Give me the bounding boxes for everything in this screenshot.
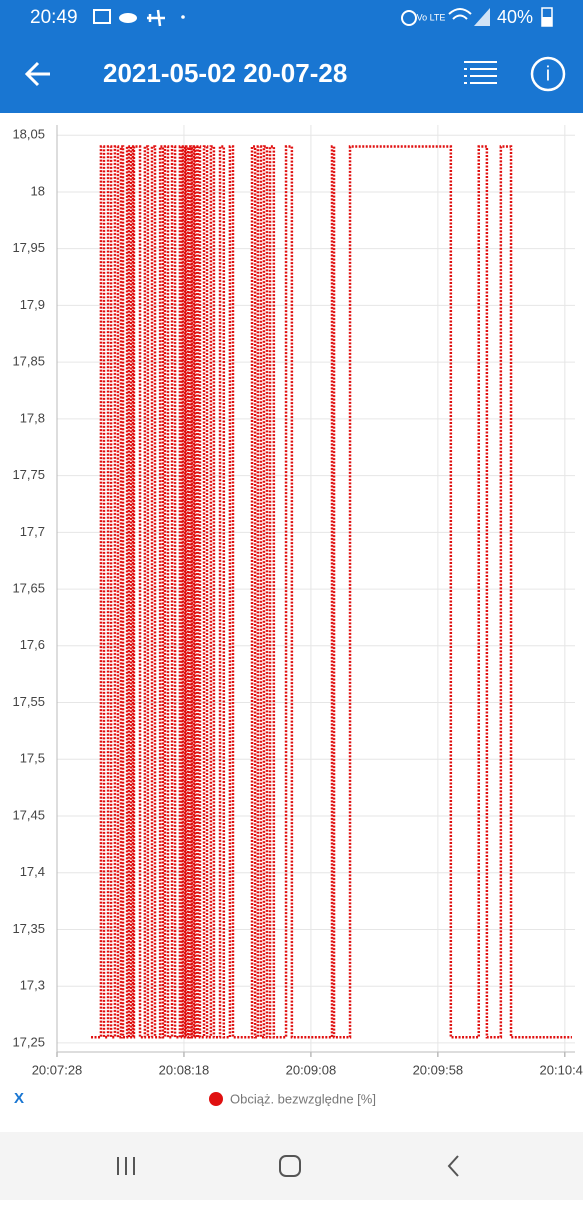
app-title: 2021-05-02 20-07-28: [103, 58, 347, 88]
list-button[interactable]: [464, 61, 497, 84]
y-tick-label: 17,3: [20, 978, 45, 993]
y-tick-label: 18: [31, 183, 45, 198]
y-tick-label: 17,35: [12, 921, 45, 936]
nav-bar: [0, 1132, 583, 1200]
wifi-icon: [448, 8, 472, 20]
y-tick-label: 17,5: [20, 751, 45, 766]
x-button[interactable]: X: [14, 1090, 24, 1107]
legend-label: Obciąż. bezwzględne [%]: [230, 1091, 376, 1106]
home-button[interactable]: [279, 1155, 301, 1177]
x-tick-label: 20:07:28: [32, 1062, 83, 1077]
app-bar: [0, 0, 583, 113]
y-tick-label: 17,4: [20, 864, 45, 879]
info-button[interactable]: [530, 56, 566, 92]
x-tick-label: 20:09:58: [413, 1062, 464, 1077]
battery-level: [542, 17, 552, 26]
data-line: [91, 145, 572, 1039]
volte-icon: Vo LTE: [417, 12, 446, 22]
nav-back-button[interactable]: [447, 1155, 459, 1177]
status-time: 20:49: [30, 7, 78, 28]
y-tick-label: 17,7: [20, 524, 45, 539]
y-tick-label: 17,65: [12, 581, 45, 596]
x-tick-label: 20:09:08: [286, 1062, 337, 1077]
back-button[interactable]: [24, 61, 50, 87]
battery-text: 40%: [497, 7, 533, 27]
x-tick-label: 20:10:48: [540, 1062, 583, 1077]
y-tick-label: 17,55: [12, 694, 45, 709]
y-tick-label: 18,05: [12, 127, 45, 142]
signal-icon: [474, 8, 490, 26]
y-tick-label: 17,85: [12, 354, 45, 369]
y-tick-label: 17,45: [12, 807, 45, 822]
y-tick-label: 17,9: [20, 297, 45, 312]
y-tick-label: 17,95: [12, 240, 45, 255]
recents-button[interactable]: [117, 1157, 135, 1175]
info-icon: i: [546, 63, 550, 85]
y-tick-label: 17,25: [12, 1034, 45, 1049]
plot: 17,25 17,3 17,35 17,4 17,45 17,5 17,55 17,6 17,6…: [12, 125, 583, 1077]
gallery-icon: [93, 9, 111, 24]
y-tick-label: 17,8: [20, 410, 45, 425]
cloud-icon: [119, 13, 137, 23]
legend-swatch: [209, 1092, 223, 1106]
dot-icon: [181, 15, 185, 19]
airplane-icon: [147, 9, 165, 27]
alarm-icon: [401, 10, 417, 26]
y-tick-label: 17,6: [20, 637, 45, 652]
y-tick-label: 17,75: [12, 467, 45, 482]
x-tick-label: 20:08:18: [159, 1062, 210, 1077]
